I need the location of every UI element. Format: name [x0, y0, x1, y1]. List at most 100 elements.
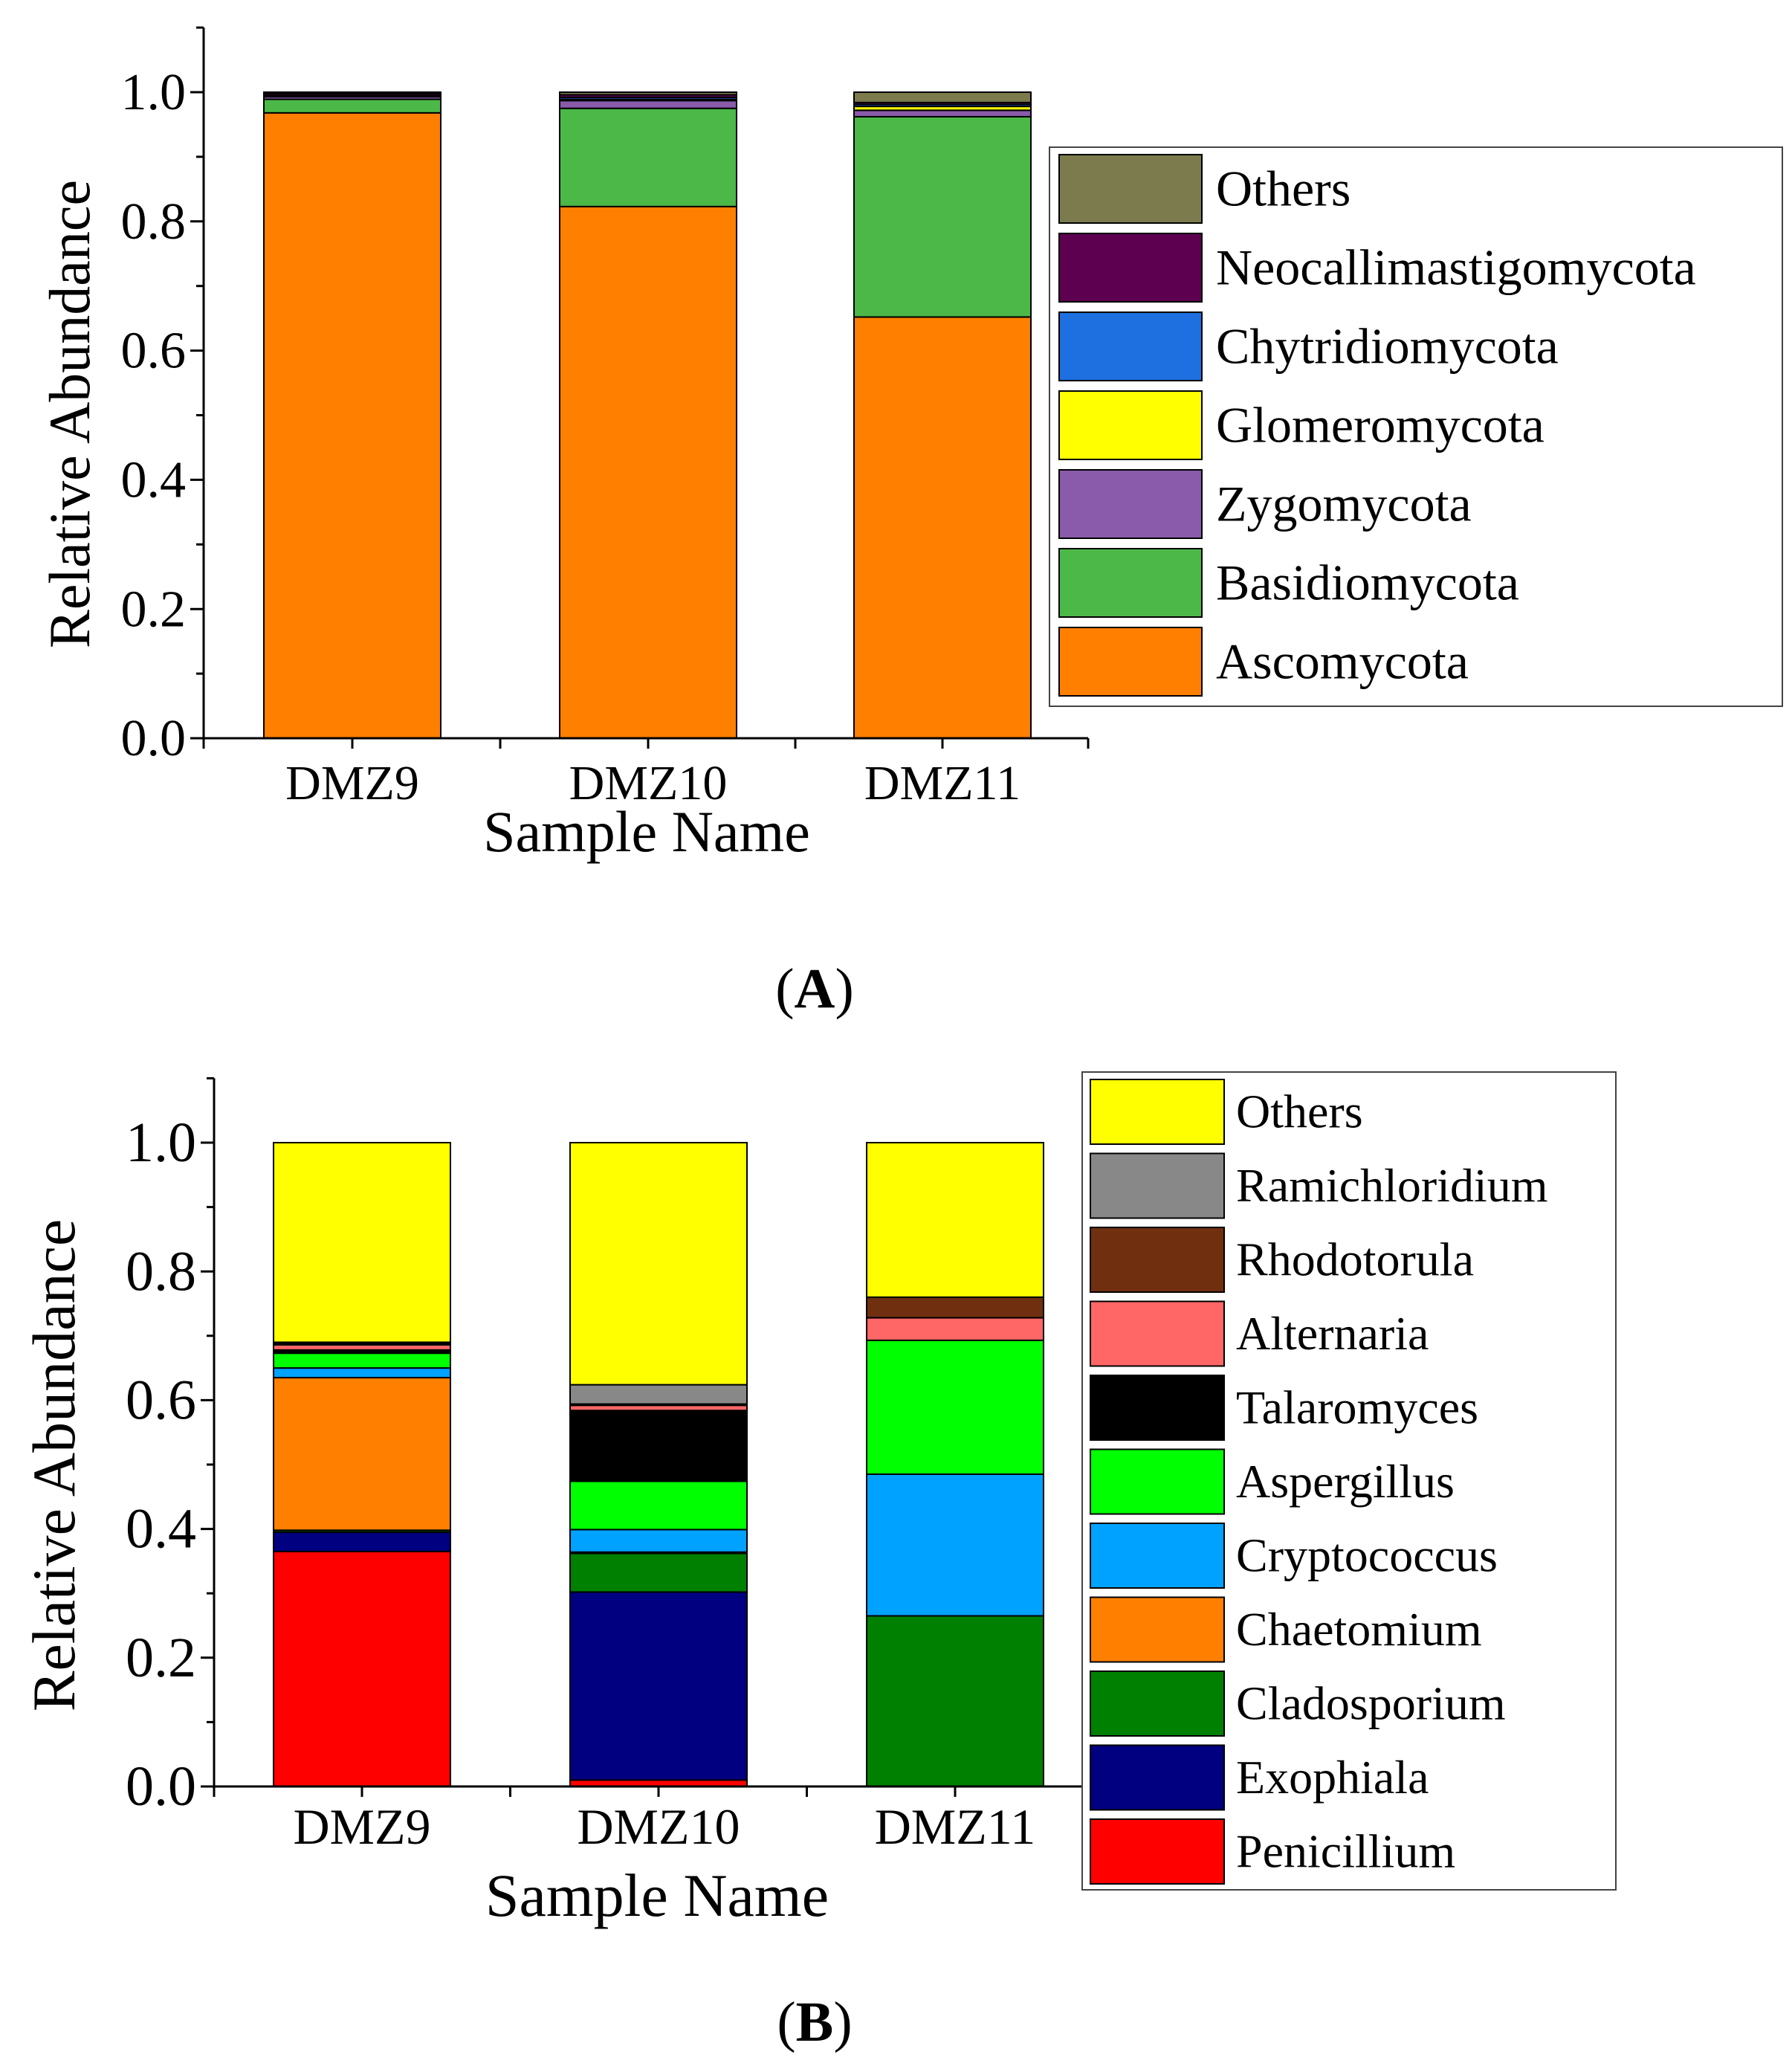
panel-b-legend-label-others: Others: [1236, 1085, 1363, 1138]
panel-a-bar-dmz10-others: [559, 91, 737, 96]
panel-a-bar-dmz9-others: [263, 91, 441, 94]
panel-b-bar-dmz10-alternaria: [569, 1404, 748, 1412]
panel-a-bar-dmz11-ascomycota: [853, 316, 1032, 739]
panel-b-y-tick-label: 0.4: [126, 1498, 196, 1560]
panel-b-legend-swatch-ramichloridium: [1090, 1152, 1225, 1219]
panel-b-y-tick-label: 1.0: [126, 1111, 196, 1174]
panel-a-legend-swatch-ascomycota: [1058, 627, 1203, 697]
panel-b-legend-label-alternaria: Alternaria: [1236, 1307, 1429, 1360]
panel-b-legend-swatch-exophiala: [1090, 1744, 1225, 1811]
panel-a-y-tick-label: 1.0: [121, 64, 187, 121]
panel-b-legend-swatch-cryptococcus: [1090, 1523, 1225, 1589]
panel-a-legend-label-others: Others: [1216, 160, 1351, 216]
panel-a-bar-dmz10-ascomycota: [559, 205, 737, 739]
panel-b-y-tick-label: 0.8: [126, 1240, 196, 1302]
panel-a-chart: 0.0 0.2 0.4 0.6 0.8 1.0 DMZ9 DMZ10 DMZ11 Sample…: [37, 26, 1783, 864]
panel-b-x-tick-label-dmz9: DMZ9: [293, 1798, 430, 1855]
panel-b-chart: 0.0 0.2 0.4 0.6 0.8 1.0 DMZ9 DMZ10 DMZ11 Sample…: [20, 1071, 1617, 1929]
panel-a-y-axis-title: Relative Abundance: [37, 180, 102, 648]
panel-a-x-tick-label-dmz11: DMZ11: [864, 756, 1020, 810]
panel-a-legend-label-basidiomycota: Basidiomycota: [1216, 554, 1519, 610]
panel-b-legend-label-ramichloridium: Ramichloridium: [1236, 1159, 1548, 1212]
panel-a-legend-label-neocallimastigomycota: Neocallimastigomycota: [1216, 239, 1696, 295]
panel-a-legend-swatch-chytridiomycota: [1058, 311, 1203, 381]
panel-b-bar-dmz11-aspergillus: [866, 1339, 1044, 1475]
panel-b-x-tick-label-dmz10: DMZ10: [577, 1798, 740, 1855]
panel-b-y-tick-label: 0.6: [126, 1369, 196, 1431]
panel-a-y-tick-label: 0.8: [121, 193, 187, 251]
panel-b-legend-label-talaromyces: Talaromyces: [1236, 1381, 1478, 1434]
panel-b-legend: Others Ramichloridium Rhodotorula Alternari…: [1081, 1071, 1617, 1891]
panel-b-y-tick-label: 0.2: [126, 1627, 196, 1689]
panel-a-legend-swatch-zygomycota: [1058, 469, 1203, 539]
panel-b-legend-label-cryptococcus: Cryptococcus: [1236, 1529, 1498, 1582]
panel-b-bar-dmz9-others: [273, 1142, 451, 1343]
panel-b-bar-dmz10-aspergillus: [569, 1480, 748, 1531]
panel-a-x-tick-label-dmz9: DMZ9: [285, 756, 419, 810]
panel-a-legend-label-glomeromycota: Glomeromycota: [1216, 396, 1544, 453]
panel-b-x-tick-label-dmz11: DMZ11: [875, 1798, 1036, 1855]
panel-b-legend-label-rhodotorula: Rhodotorula: [1236, 1233, 1474, 1286]
panel-b-bar-dmz10-cladosporium: [569, 1552, 748, 1593]
panel-b-bar-dmz11-rhodotorula: [866, 1296, 1044, 1319]
panel-b-bar-dmz11-others: [866, 1142, 1044, 1298]
panel-b-legend-swatch-rhodotorula: [1090, 1227, 1225, 1293]
panel-b-legend-label-cladosporium: Cladosporium: [1236, 1677, 1506, 1730]
panel-a-bar-dmz11-others: [853, 91, 1032, 103]
panel-b-bars: [273, 1142, 1044, 1788]
panel-a-bar-dmz11-basidiomycota: [853, 116, 1032, 318]
panel-a-y-tick-label: 0.2: [121, 581, 187, 638]
panel-b-bar-dmz10-exophiala: [569, 1591, 748, 1781]
panel-a-x-tick-label-dmz10: DMZ10: [569, 756, 728, 810]
panel-b-x-tick-labels: DMZ9 DMZ10 DMZ11: [293, 1798, 1035, 1855]
panel-b-y-tick-labels: 0.0 0.2 0.4 0.6 0.8 1.0: [126, 1111, 196, 1818]
panel-b-bar-dmz9-chaetomium: [273, 1377, 451, 1531]
panel-b-bar-dmz9-penicillium: [273, 1550, 451, 1787]
panel-a-bar-dmz10-zygomycota: [559, 100, 737, 109]
panel-b-bar-dmz9-aspergillus: [273, 1352, 451, 1369]
panel-b-bar-dmz10-cryptococcus: [569, 1528, 748, 1553]
panel-b-legend-swatch-others: [1090, 1079, 1225, 1145]
panel-a-legend-swatch-neocallimastigomycota: [1058, 233, 1203, 303]
panel-b-y-tick-label: 0.0: [126, 1755, 196, 1818]
panel-a-bar-dmz10-basidiomycota: [559, 107, 737, 207]
panel-a-legend-swatch-basidiomycota: [1058, 548, 1203, 618]
panel-b-bar-dmz11-alternaria: [866, 1317, 1044, 1341]
panel-b-bar-dmz9-exophiala: [273, 1531, 451, 1552]
panel-a-legend-swatch-glomeromycota: [1058, 390, 1203, 460]
panel-b-legend-swatch-penicillium: [1090, 1818, 1225, 1885]
panel-b-caption: (B): [777, 1991, 852, 2053]
panel-b-bar-dmz11-cryptococcus: [866, 1473, 1044, 1617]
panel-a-y-tick-label: 0.6: [121, 323, 187, 380]
panel-b-legend-label-aspergillus: Aspergillus: [1236, 1455, 1455, 1508]
panel-b-bar-dmz9-alternaria: [273, 1343, 451, 1351]
panel-a-y-tick-label: 0.0: [121, 710, 187, 767]
panel-a-bars: [263, 91, 1032, 740]
panel-b-legend-swatch-alternaria: [1090, 1300, 1225, 1367]
panel-b-caption-letter: B: [796, 1991, 834, 2053]
panel-b-y-axis-title: Relative Abundance: [20, 1219, 88, 1712]
panel-b-bar-dmz10-ramichloridium: [569, 1384, 748, 1405]
panel-a-x-tick-labels: DMZ9 DMZ10 DMZ11: [285, 756, 1020, 810]
panel-a-bar-dmz11-zygomycota: [853, 109, 1032, 118]
panel-a-legend-label-ascomycota: Ascomycota: [1216, 633, 1469, 689]
panel-b-legend-label-exophiala: Exophiala: [1236, 1751, 1429, 1804]
panel-b-legend-swatch-chaetomium: [1090, 1596, 1225, 1663]
panel-a-legend-label-zygomycota: Zygomycota: [1216, 475, 1472, 532]
panel-a-caption: (A): [775, 958, 854, 1020]
panel-a-bar-dmz9-ascomycota: [263, 112, 441, 740]
panel-a-caption-letter: A: [795, 958, 835, 1020]
panel-b-legend-swatch-talaromyces: [1090, 1375, 1225, 1441]
panel-a-legend-swatch-others: [1058, 154, 1203, 224]
panel-a-axes: [190, 26, 1090, 749]
panel-a-legend: Others Neocallimastigomycota Chytridiomyco…: [1049, 146, 1783, 707]
panel-b-bar-dmz11-cladosporium: [866, 1615, 1044, 1788]
panel-b-bar-dmz10-talaromyces: [569, 1410, 748, 1482]
panel-b-bar-dmz9-cryptococcus: [273, 1367, 451, 1379]
panel-a-legend-label-chytridiomycota: Chytridiomycota: [1216, 317, 1559, 374]
panel-b-axes: [201, 1076, 1090, 1797]
panel-b-legend-label-chaetomium: Chaetomium: [1236, 1603, 1482, 1656]
panel-a-x-axis-title: Sample Name: [483, 799, 810, 864]
panel-a-bar-dmz9-basidiomycota: [263, 98, 441, 114]
